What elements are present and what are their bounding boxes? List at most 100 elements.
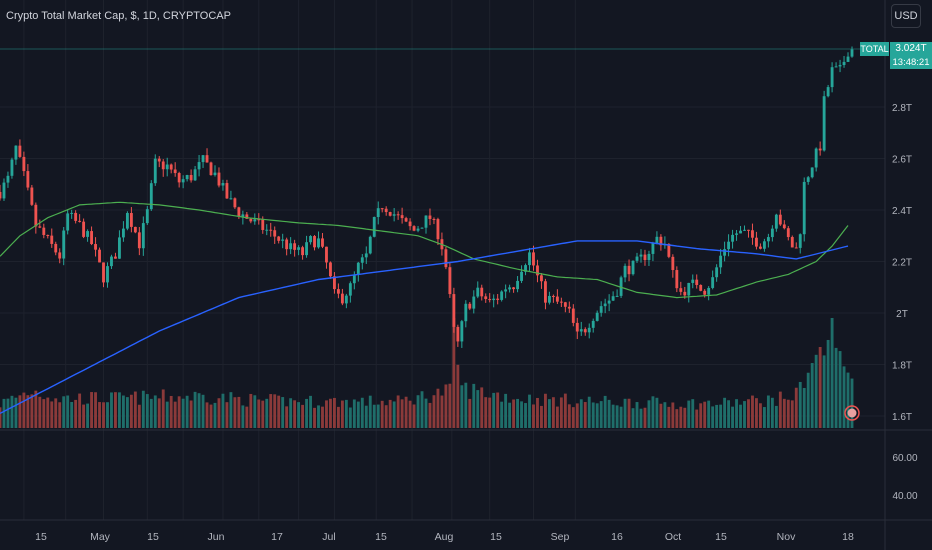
candle-body	[332, 276, 336, 290]
time-tick-label: May	[90, 531, 111, 543]
candle-body	[476, 287, 480, 297]
volume-bar	[774, 405, 778, 428]
candle-body	[647, 253, 651, 261]
volume-bar	[599, 401, 603, 428]
candle-body	[627, 265, 631, 275]
volume-bar	[325, 400, 328, 428]
candle-body	[42, 227, 46, 235]
candle-body	[177, 173, 181, 183]
volume-bar	[778, 391, 782, 428]
candle-body	[368, 236, 372, 254]
volume-bar	[512, 399, 516, 428]
time-tick-label: Oct	[665, 531, 681, 543]
candle-body	[770, 228, 774, 238]
candle-body	[532, 252, 535, 266]
volume-bar	[818, 347, 822, 428]
candle-body	[460, 321, 464, 342]
volume-bar	[229, 392, 233, 428]
volume-bar	[567, 404, 571, 428]
volume-bar	[6, 398, 10, 428]
volume-bar	[261, 400, 265, 428]
volume-bar	[671, 402, 675, 428]
volume-bar	[94, 392, 97, 428]
candle-body	[102, 262, 105, 283]
volume-bar	[98, 402, 101, 428]
candle-body	[14, 145, 18, 160]
candle-body	[842, 61, 846, 66]
volume-bar	[516, 398, 519, 428]
candle-body	[66, 213, 70, 231]
candle-body	[711, 277, 715, 288]
volume-bar	[794, 387, 798, 428]
volume-bar	[58, 402, 62, 428]
volume-bar	[161, 389, 165, 428]
volume-bar	[42, 399, 46, 428]
candle-body	[293, 243, 297, 250]
candle-body	[360, 257, 364, 263]
candle-body	[185, 175, 189, 180]
candle-body	[567, 306, 571, 309]
volume-bar	[707, 400, 711, 428]
price-tick-label: 1.8T	[892, 361, 912, 372]
candle-body	[98, 249, 101, 263]
candle-body	[78, 220, 82, 222]
volume-bar	[687, 400, 691, 428]
candle-body	[273, 230, 277, 237]
candle-body	[305, 242, 308, 256]
volume-bar	[540, 405, 543, 428]
candle-body	[193, 169, 197, 181]
volume-bar	[209, 404, 213, 428]
candle-body	[547, 295, 551, 303]
volume-bar	[157, 398, 161, 428]
candle-body	[798, 234, 802, 248]
volume-bar	[643, 407, 647, 428]
candle-body	[695, 279, 699, 285]
volume-bar	[762, 407, 766, 428]
candle-body	[790, 237, 794, 248]
time-tick-label: 15	[375, 531, 387, 543]
candle-body	[297, 247, 301, 250]
volume-bar	[313, 407, 316, 428]
candle-body	[516, 280, 519, 290]
candle-body	[774, 214, 778, 229]
volume-bar	[0, 407, 2, 428]
candle-body	[444, 249, 448, 268]
volume-bar	[723, 397, 727, 428]
oscillator-tick-label: 60.00	[892, 453, 917, 464]
candle-body	[468, 303, 472, 309]
volume-bar	[249, 393, 253, 428]
candlesticks	[0, 46, 854, 348]
candle-body	[412, 226, 416, 231]
volume-bar	[766, 395, 770, 428]
candle-body	[766, 237, 770, 242]
candle-body	[209, 162, 213, 176]
candle-body	[145, 209, 149, 224]
volume-bar	[695, 409, 699, 428]
volume-bar	[591, 402, 595, 428]
live-marker[interactable]	[844, 405, 860, 421]
ma-slow-line	[0, 240, 849, 415]
candle-body	[428, 215, 432, 219]
candle-body	[436, 219, 440, 240]
volume-bar	[651, 396, 655, 428]
volume-bar	[329, 398, 332, 428]
candle-body	[607, 300, 611, 304]
candle-body	[540, 275, 543, 282]
candle-body	[372, 217, 376, 237]
candle-body	[544, 281, 547, 303]
volume-bar	[289, 398, 293, 428]
currency-button[interactable]: USD	[891, 4, 921, 28]
volume-bar	[790, 400, 794, 428]
candle-body	[699, 284, 703, 291]
volume-bar	[603, 395, 607, 428]
volume-bar	[237, 396, 241, 428]
volume-bar	[384, 405, 388, 428]
candle-body	[54, 243, 58, 253]
volume-bar	[356, 401, 360, 428]
volume-bar	[647, 400, 651, 428]
candle-body	[420, 227, 424, 229]
volume-bar	[476, 390, 480, 428]
candle-body	[173, 169, 177, 174]
candle-body	[74, 212, 78, 221]
